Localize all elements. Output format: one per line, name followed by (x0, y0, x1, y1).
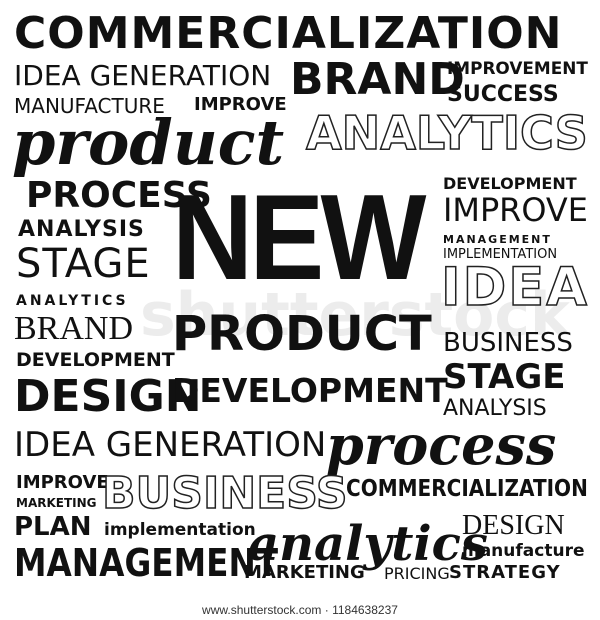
word-idea-generation-1: IDEA GENERATION (14, 59, 272, 92)
word-plan: PLAN (14, 512, 92, 542)
word-analytics-small: ANALYTICS (16, 293, 129, 309)
word-analytics-outline: ANALYTICS (305, 106, 588, 160)
word-cloud: shutterstock COMMERCIALIZATION IDEA GENE… (12, 8, 589, 585)
word-analytics-script: analytics (248, 516, 488, 572)
word-brand-1: BRAND (290, 54, 465, 105)
word-success: SUCCESS (447, 82, 559, 107)
word-analysis-1: ANALYSIS (18, 217, 145, 242)
word-manufacture-1: MANUFACTURE (14, 94, 165, 118)
word-new: NEW (172, 169, 427, 305)
word-development-2: DEVELOPMENT (443, 174, 577, 193)
word-development-1: DEVELOPMENT (16, 349, 175, 371)
word-development-center: DEVELOPMENT (172, 371, 448, 410)
word-idea-outline: IDEA (440, 257, 589, 318)
word-commercialization-2: COMMERCIALIZATION (346, 476, 588, 502)
word-stage-1: STAGE (16, 241, 151, 287)
word-business-1: BUSINESS (443, 328, 573, 358)
word-improve-1: IMPROVE (194, 94, 287, 115)
word-manufacture-2: manufacture (462, 541, 585, 561)
word-pricing: PRICING (384, 564, 450, 583)
word-product-script: product (12, 106, 285, 179)
word-design-1: DESIGN (14, 371, 202, 422)
word-stage-2: STAGE (443, 357, 566, 397)
word-brand-2: BRAND (14, 310, 134, 347)
word-implementation-2: implementation (104, 520, 256, 540)
word-product-center: PRODUCT (172, 306, 432, 362)
word-business-outline: BUSINESS (101, 468, 348, 519)
word-management-1: MANAGEMENT (443, 233, 552, 246)
word-marketing-1: MARKETING (16, 496, 97, 510)
word-process-1: PROCESS (26, 175, 212, 216)
word-improve-3: IMPROVE (16, 472, 109, 493)
word-strategy: STRATEGY (449, 562, 561, 583)
word-idea-generation-2: IDEA GENERATION (14, 425, 327, 465)
word-design-2: DESIGN (462, 510, 565, 541)
word-commercialization-top: COMMERCIALIZATION (14, 8, 563, 59)
footer-credit: www.shutterstock.com · 1184638237 (0, 600, 600, 620)
footer-text: www.shutterstock.com · 1184638237 (202, 603, 398, 617)
word-improvement: IMPROVEMENT (447, 58, 588, 78)
word-marketing-2: MARKETING (244, 562, 365, 583)
watermark: shutterstock (140, 280, 570, 350)
word-implementation-1: IMPLEMENTATION (443, 247, 558, 262)
word-process-script: process (326, 413, 557, 477)
word-improve-2: IMPROVE (443, 191, 588, 229)
word-analysis-2: ANALYSIS (443, 396, 547, 421)
word-management-2: MANAGEMENT (14, 541, 279, 585)
